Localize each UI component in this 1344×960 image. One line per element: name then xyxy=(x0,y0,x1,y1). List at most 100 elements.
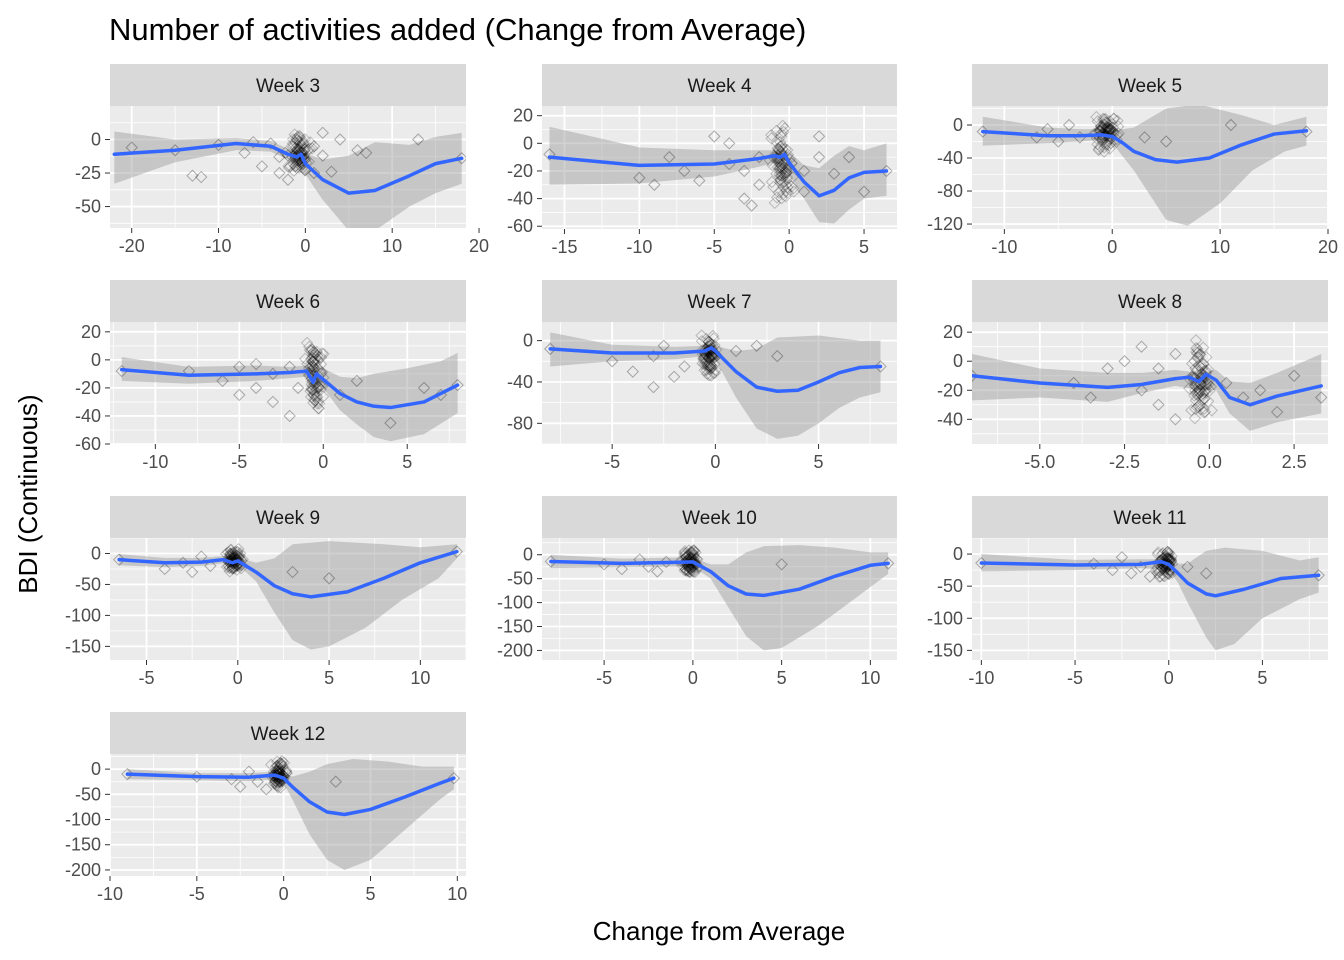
data-point xyxy=(307,383,320,396)
data-point xyxy=(307,356,320,369)
data-point xyxy=(773,165,787,178)
smooth-line xyxy=(979,560,1321,598)
data-point xyxy=(269,774,282,788)
data-point xyxy=(774,135,787,149)
data-point xyxy=(1100,138,1114,151)
data-point xyxy=(779,166,792,179)
data-point xyxy=(779,167,792,180)
data-point xyxy=(226,561,239,575)
data-point xyxy=(1189,362,1202,375)
data-point xyxy=(1200,567,1213,580)
data-point xyxy=(1104,136,1117,150)
data-point xyxy=(1098,113,1111,126)
data-point xyxy=(221,546,235,559)
data-point xyxy=(272,767,286,781)
grid-lines xyxy=(542,106,897,229)
data-point xyxy=(704,350,717,364)
data-point xyxy=(311,380,325,393)
data-point xyxy=(274,758,288,771)
data-point xyxy=(228,562,241,575)
facet-strip-label: Week 7 xyxy=(687,292,751,313)
data-point xyxy=(1154,570,1167,583)
data-point xyxy=(1135,340,1148,353)
data-point xyxy=(1199,378,1212,391)
data-point xyxy=(293,161,306,175)
data-point xyxy=(1193,348,1206,361)
data-point xyxy=(1159,135,1173,148)
data-point xyxy=(1087,557,1100,570)
data-point xyxy=(1205,404,1218,417)
data-point xyxy=(278,770,291,784)
data-point xyxy=(303,343,317,357)
data-point xyxy=(271,759,284,773)
data-point xyxy=(702,340,716,353)
data-point xyxy=(780,173,794,186)
data-point xyxy=(1102,121,1115,135)
data-point xyxy=(231,545,244,559)
data-point xyxy=(771,142,784,155)
data-point xyxy=(1155,548,1169,561)
data-point xyxy=(678,164,691,178)
data-point xyxy=(775,165,788,179)
y-tick-label: -200 xyxy=(65,860,101,880)
data-point xyxy=(1188,389,1201,402)
data-point xyxy=(679,555,692,568)
data-point xyxy=(306,351,319,364)
data-point xyxy=(306,355,319,368)
data-point xyxy=(225,553,239,567)
data-point xyxy=(707,332,720,345)
data-point xyxy=(701,356,714,369)
confidence-band xyxy=(114,131,462,228)
data-point xyxy=(1104,127,1118,140)
data-point xyxy=(1152,398,1165,411)
data-point xyxy=(765,128,778,142)
y-tick-label: -40 xyxy=(937,409,963,429)
data-point xyxy=(1270,405,1284,419)
data-point xyxy=(269,768,282,781)
data-point xyxy=(308,353,322,366)
data-point xyxy=(1158,565,1172,579)
data-point xyxy=(1199,379,1213,392)
data-point xyxy=(738,164,751,178)
data-point xyxy=(543,148,556,161)
data-point xyxy=(797,185,811,198)
data-point xyxy=(1161,545,1174,558)
confidence-band xyxy=(119,541,457,650)
data-point xyxy=(1103,114,1117,128)
x-tick-label: -10 xyxy=(991,237,1017,257)
x-tick-label: 10 xyxy=(447,884,467,904)
data-point xyxy=(708,357,721,371)
data-point xyxy=(1198,406,1211,419)
data-point xyxy=(605,355,619,368)
data-point xyxy=(216,374,229,388)
facet-strip xyxy=(542,496,897,538)
data-point xyxy=(312,380,325,394)
data-point xyxy=(1162,546,1176,560)
data-point xyxy=(309,394,322,407)
x-tick-label: -5 xyxy=(706,237,722,257)
data-point xyxy=(1197,402,1211,416)
data-point xyxy=(293,136,307,150)
data-point xyxy=(1287,369,1301,382)
data-point xyxy=(1111,114,1124,127)
facet-week-8: Week 8 -5.0 -2.5 0.0 2.5 -40 -20 0 20 xyxy=(937,280,1328,472)
data-point xyxy=(289,159,302,173)
data-point xyxy=(626,365,640,378)
data-point xyxy=(1189,384,1202,397)
data-point xyxy=(1152,555,1166,568)
x-tick-label: 0 xyxy=(300,236,310,256)
data-point xyxy=(226,562,239,575)
data-point xyxy=(307,140,321,153)
facet-strip xyxy=(110,280,466,322)
data-point xyxy=(1104,122,1117,136)
data-point xyxy=(1191,342,1204,356)
data-point xyxy=(1098,141,1111,154)
data-point xyxy=(307,346,320,359)
data-point xyxy=(277,769,290,783)
data-point xyxy=(301,143,315,156)
data-point xyxy=(1156,562,1169,575)
data-point xyxy=(781,186,794,199)
data-point xyxy=(723,137,736,150)
data-point xyxy=(297,136,310,150)
data-point xyxy=(287,164,301,177)
